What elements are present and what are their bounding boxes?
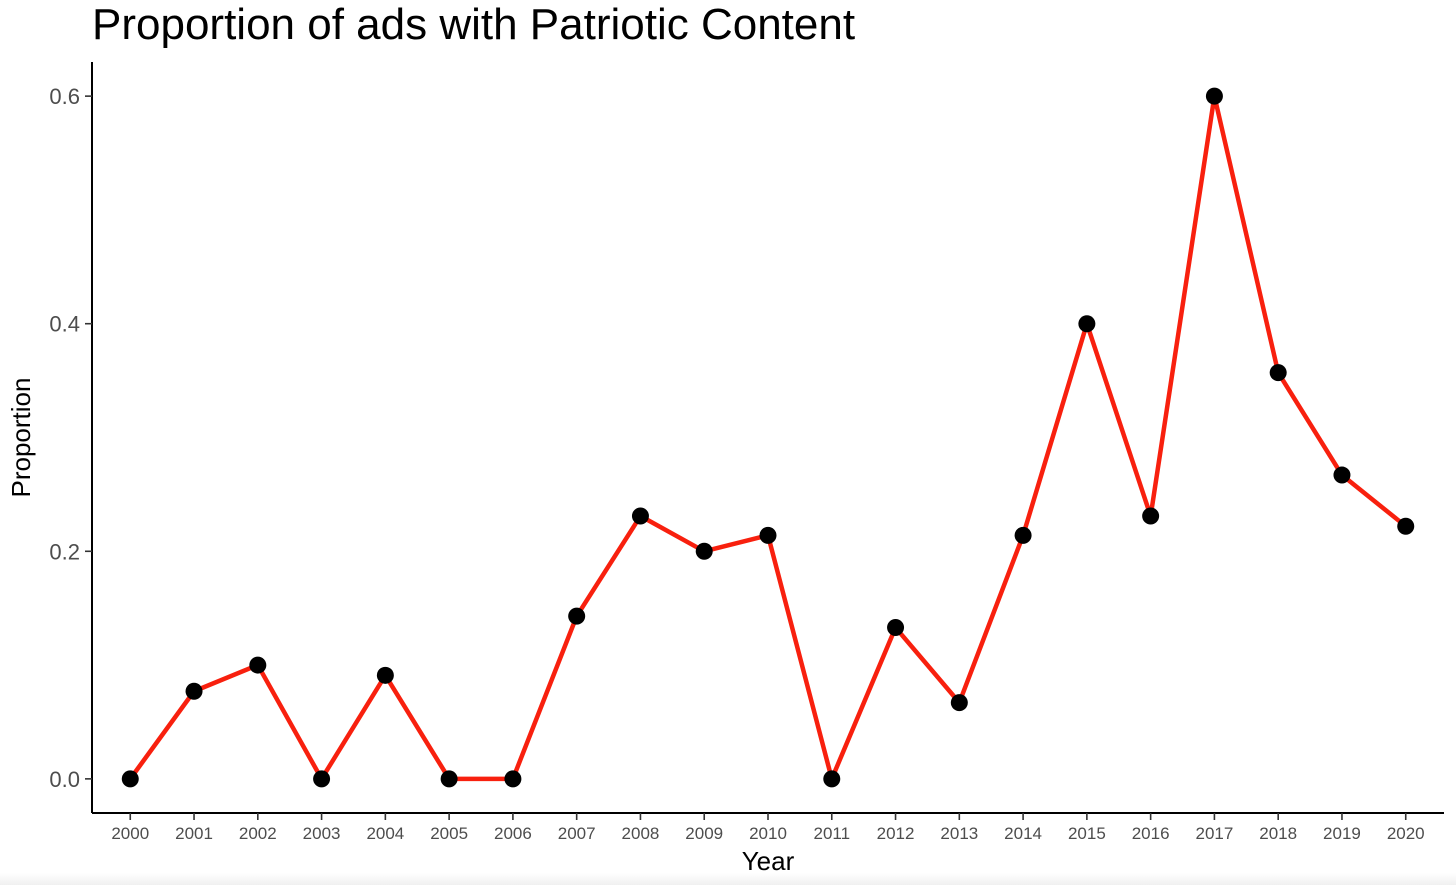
x-tick-label: 2018 xyxy=(1259,824,1297,843)
chart-title: Proportion of ads with Patriotic Content xyxy=(92,0,856,49)
data-point xyxy=(568,607,586,625)
y-tick-label: 0.2 xyxy=(49,539,80,564)
series-lines xyxy=(128,93,1408,782)
x-tick-label: 2020 xyxy=(1387,824,1425,843)
data-point xyxy=(1078,315,1096,333)
x-axis-ticks: 2000 2001 2002 2003 2004 2005 2006 2007 2008 2009… xyxy=(111,813,1425,843)
data-point xyxy=(759,526,777,544)
data-point xyxy=(887,619,905,637)
y-tick-label: 0.0 xyxy=(49,767,80,792)
series-line xyxy=(128,93,1408,782)
y-tick-label: 0.4 xyxy=(49,312,80,337)
y-axis-ticks: 0.0 0.2 0.4 0.6 xyxy=(49,84,92,792)
y-tick-label: 0.6 xyxy=(49,84,80,109)
x-tick-label: 2003 xyxy=(303,824,341,843)
data-point xyxy=(950,694,968,712)
axes xyxy=(91,62,1444,814)
x-tick-label: 2007 xyxy=(558,824,596,843)
x-tick-label: 2006 xyxy=(494,824,532,843)
x-tick-label: 2015 xyxy=(1068,824,1106,843)
data-point xyxy=(440,770,458,788)
data-point xyxy=(1014,526,1032,544)
data-point xyxy=(823,770,841,788)
data-point xyxy=(631,507,649,525)
x-tick-label: 2017 xyxy=(1196,824,1234,843)
y-axis-title: Proportion xyxy=(6,378,36,498)
x-tick-label: 2016 xyxy=(1132,824,1170,843)
data-point xyxy=(313,770,331,788)
data-point xyxy=(1142,507,1160,525)
x-tick-label: 2019 xyxy=(1323,824,1361,843)
x-tick-label: 2011 xyxy=(813,824,850,843)
x-tick-label: 2001 xyxy=(175,824,213,843)
data-point xyxy=(1269,364,1287,382)
x-axis-title: Year xyxy=(742,846,795,876)
x-tick-label: 2012 xyxy=(877,824,915,843)
series-points xyxy=(121,87,1415,788)
data-point xyxy=(249,656,267,674)
data-point xyxy=(1333,466,1351,484)
x-tick-label: 2014 xyxy=(1004,824,1042,843)
bottom-edge-shade xyxy=(0,873,1456,885)
data-point xyxy=(121,770,139,788)
x-tick-label: 2009 xyxy=(685,824,723,843)
x-tick-label: 2002 xyxy=(239,824,277,843)
x-tick-label: 2010 xyxy=(749,824,787,843)
x-tick-label: 2005 xyxy=(430,824,468,843)
data-point xyxy=(1205,87,1223,105)
x-tick-label: 2004 xyxy=(366,824,404,843)
data-point xyxy=(695,542,713,560)
data-point xyxy=(504,770,522,788)
data-point xyxy=(1397,517,1415,535)
x-tick-label: 2008 xyxy=(622,824,660,843)
x-tick-label: 2000 xyxy=(111,824,149,843)
data-point xyxy=(185,682,203,700)
data-point xyxy=(376,666,394,684)
x-tick-label: 2013 xyxy=(940,824,978,843)
